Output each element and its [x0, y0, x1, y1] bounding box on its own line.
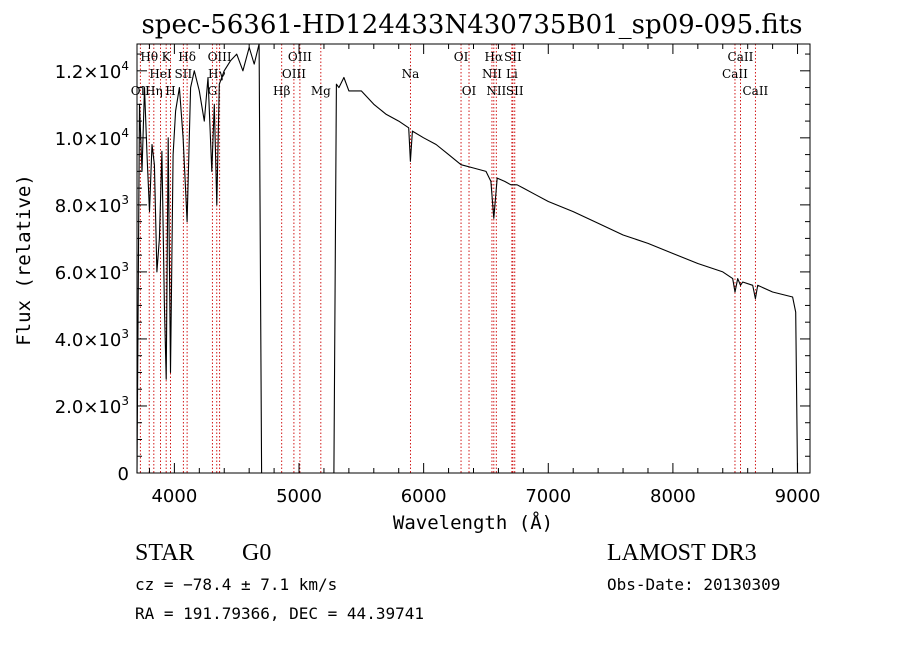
object-class: STAR: [135, 540, 195, 566]
x-axis-ticks: 4000 5000 6000 7000 8000 9000: [148, 44, 821, 507]
x-tick-label-5: 9000: [775, 486, 821, 507]
y-tick-label-0: 0: [118, 464, 129, 485]
x-tick-label-4: 8000: [650, 486, 696, 507]
y-axis-ticks: 0 2.0×103 4.0×103 6.0×103 8.0×103 1.0×104 1.2×…: [55, 53, 810, 485]
line-marker-label-5: H: [165, 84, 175, 98]
line-marker-label-25: CaII: [728, 50, 754, 64]
x-tick-label-1: 5000: [276, 486, 322, 507]
line-marker-label-12: OIII: [282, 67, 306, 81]
line-marker-label-13: OIII: [288, 50, 312, 64]
line-markers: [139, 44, 756, 473]
line-marker-label-15: Na: [402, 67, 420, 81]
line-marker-label-17: OI: [462, 84, 477, 98]
line-marker-label-9: OIII: [208, 50, 232, 64]
y-tick-label-6: 1.2×104: [55, 59, 129, 83]
line-marker-label-10: G: [208, 84, 218, 98]
line-marker-label-19: Hα: [485, 50, 504, 64]
line-marker-label-11: Hβ: [273, 84, 290, 98]
line-marker-label-21: Li: [506, 67, 518, 81]
line-marker-label-20: NII: [486, 84, 506, 98]
line-marker-label-23: SII: [506, 84, 524, 98]
x-axis-label: Wavelength (Å): [393, 511, 553, 534]
x-tick-label-3: 7000: [525, 486, 571, 507]
y-tick-label-1: 2.0×103: [55, 394, 129, 418]
y-tick-label-5: 1.0×104: [55, 126, 129, 150]
y-tick-label-4: 8.0×103: [55, 193, 129, 217]
redshift-cz: cz = −78.4 ± 7.1 km/s: [135, 575, 338, 594]
line-marker-label-24: CaII: [722, 67, 748, 81]
survey-name: LAMOST DR3: [607, 540, 757, 566]
line-marker-label-0: OII: [131, 84, 151, 98]
line-marker-label-1: Hθ: [140, 50, 158, 64]
line-marker-label-3: Hη: [145, 84, 163, 98]
chart-title: spec-56361-HD124433N430735B01_sp09-095.f…: [141, 10, 802, 40]
line-marker-label-4: K: [162, 50, 172, 64]
plot-frame: [136, 43, 811, 474]
x-tick-label-0: 4000: [151, 486, 197, 507]
line-marker-label-16: OI: [454, 50, 469, 64]
line-marker-label-18: NII: [482, 67, 502, 81]
line-marker-label-6: SII: [175, 67, 193, 81]
y-axis-label: Flux (relative): [13, 174, 35, 346]
line-marker-label-26: CaII: [742, 84, 768, 98]
y-tick-label-2: 4.0×103: [55, 327, 129, 351]
spectrum-series-line: [136, 43, 799, 474]
coordinates: RA = 191.79366, DEC = 44.39741: [135, 604, 424, 623]
x-tick-label-2: 6000: [401, 486, 447, 507]
object-subclass: G0: [242, 540, 272, 566]
line-marker-label-7: Hδ: [178, 50, 196, 64]
line-marker-label-22: SII: [504, 50, 522, 64]
observation-date: Obs-Date: 20130309: [607, 575, 781, 594]
line-marker-label-2: HeI: [149, 67, 172, 81]
line-marker-label-14: Mg: [311, 84, 331, 98]
y-tick-label-3: 6.0×103: [55, 260, 129, 284]
